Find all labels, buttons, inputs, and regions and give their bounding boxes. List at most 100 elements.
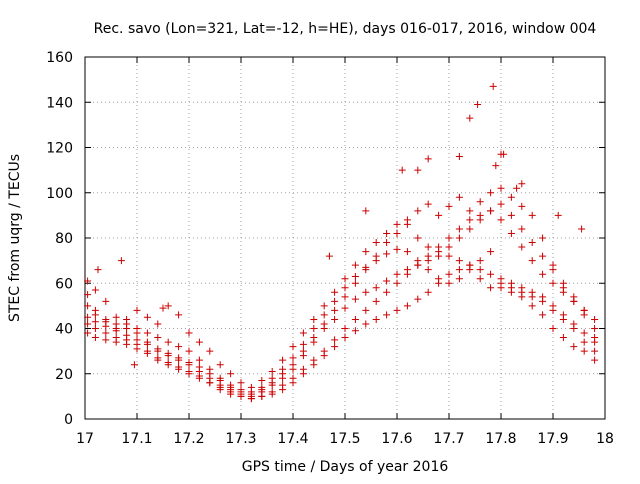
data-point	[476, 266, 484, 274]
data-point	[91, 325, 99, 332]
data-point	[414, 234, 422, 242]
data-point	[393, 306, 401, 314]
data-point	[123, 340, 131, 348]
data-point	[133, 336, 141, 344]
data-point	[175, 311, 183, 319]
data-point	[331, 336, 339, 344]
x-tick-label: 17.7	[433, 431, 464, 447]
data-point	[518, 180, 526, 188]
data-point	[299, 370, 307, 378]
data-point	[362, 306, 370, 314]
data-point	[299, 340, 307, 348]
data-point	[362, 248, 370, 256]
data-point	[372, 297, 380, 305]
x-tick-label: 17.4	[277, 431, 308, 447]
data-point	[487, 189, 495, 197]
data-point	[487, 248, 495, 256]
data-point	[497, 184, 505, 192]
data-point	[383, 250, 391, 258]
data-point	[580, 338, 588, 346]
series-arc2	[84, 200, 599, 400]
data-point	[414, 207, 422, 215]
data-point	[112, 327, 120, 335]
data-point	[414, 295, 422, 303]
data-point	[154, 334, 162, 342]
data-point	[476, 275, 484, 283]
data-point	[84, 277, 92, 285]
data-point	[117, 257, 125, 265]
data-point	[320, 302, 328, 310]
data-point	[455, 225, 463, 233]
data-point	[341, 304, 349, 312]
data-point	[476, 211, 484, 219]
data-point	[445, 243, 453, 251]
data-point	[497, 284, 505, 292]
data-point	[549, 302, 557, 310]
data-point	[341, 284, 349, 292]
data-point	[185, 370, 193, 378]
data-point	[351, 261, 359, 269]
y-tick-label: 100	[46, 186, 73, 202]
data-point	[424, 155, 432, 163]
data-point	[185, 329, 193, 337]
data-point	[539, 252, 547, 260]
data-point	[216, 377, 224, 385]
data-point	[206, 379, 214, 387]
data-point	[455, 275, 463, 283]
data-point	[130, 361, 138, 369]
data-point	[247, 383, 255, 391]
data-point	[539, 293, 547, 301]
series-arc3	[84, 207, 599, 403]
data-point	[84, 302, 92, 310]
data-point	[513, 184, 521, 192]
data-point	[393, 220, 401, 228]
data-point	[310, 315, 318, 323]
data-point	[227, 390, 235, 398]
data-point	[507, 288, 515, 296]
data-point	[476, 198, 484, 206]
data-point	[372, 252, 380, 260]
data-point	[570, 343, 578, 351]
data-point	[164, 338, 172, 346]
data-point	[403, 248, 411, 256]
data-point	[84, 329, 92, 337]
data-point	[474, 101, 482, 109]
data-point	[195, 356, 203, 364]
x-axis-label: GPS time / Days of year 2016	[242, 459, 449, 475]
data-point	[393, 279, 401, 287]
data-point	[362, 266, 370, 274]
data-point	[489, 82, 497, 90]
data-point	[580, 329, 588, 337]
data-point	[528, 302, 536, 310]
data-point	[414, 261, 422, 269]
y-tick-label: 60	[55, 276, 73, 292]
data-point	[112, 338, 120, 346]
data-point	[279, 386, 287, 394]
y-tick-label: 40	[55, 322, 73, 338]
data-point	[578, 225, 586, 233]
data-point	[289, 379, 297, 387]
data-point	[289, 343, 297, 351]
data-point	[570, 320, 578, 328]
data-point	[351, 315, 359, 323]
data-point	[518, 243, 526, 251]
data-point	[164, 349, 172, 357]
data-point	[591, 315, 599, 323]
data-point	[258, 386, 266, 394]
data-point	[424, 288, 432, 296]
data-point	[206, 370, 214, 378]
data-point	[528, 239, 536, 247]
data-point	[476, 257, 484, 265]
grid-lines	[85, 57, 605, 419]
x-tick-label: 17	[76, 431, 94, 447]
data-point	[91, 286, 99, 294]
x-tick-label: 17.3	[225, 431, 256, 447]
data-point	[393, 229, 401, 237]
data-point	[133, 329, 141, 337]
data-point	[237, 388, 245, 396]
data-point	[247, 390, 255, 398]
data-point	[487, 284, 495, 292]
x-tick-label: 18	[596, 431, 614, 447]
data-point	[507, 229, 515, 237]
